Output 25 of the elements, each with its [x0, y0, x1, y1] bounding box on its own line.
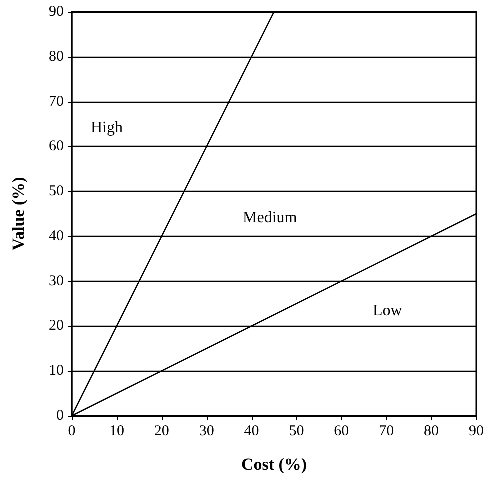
y-axis-title: Value (%): [9, 177, 28, 251]
annotation: Medium: [243, 210, 298, 226]
y-tick-label: 60: [49, 138, 64, 155]
y-tick-label: 20: [49, 318, 64, 334]
y-tick-label: 70: [49, 94, 64, 110]
y-tick-label: 40: [49, 228, 64, 244]
x-tick-label: 70: [379, 424, 394, 440]
x-tick-label: 40: [244, 424, 260, 440]
x-axis-title: Cost (%): [241, 455, 308, 474]
x-tick-label: 90: [469, 424, 484, 440]
x-tick-label: 20: [154, 424, 170, 440]
y-tick-label: 80: [49, 48, 64, 65]
x-tick-label: 60: [334, 424, 350, 440]
x-tick-label: 30: [199, 424, 214, 440]
annotation: High: [91, 120, 123, 136]
x-tick-label: 80: [424, 424, 440, 440]
y-tick-label: 10: [49, 363, 64, 380]
y-tick-label: 50: [49, 184, 64, 200]
annotation: Low: [373, 302, 403, 320]
x-tick-label: 0: [68, 424, 76, 440]
y-tick-label: 0: [56, 408, 64, 424]
x-tick-label: 50: [289, 424, 304, 440]
x-tick-label: 10: [109, 424, 124, 440]
y-tick-label: 30: [49, 273, 64, 290]
y-tick-label: 90: [49, 4, 64, 20]
